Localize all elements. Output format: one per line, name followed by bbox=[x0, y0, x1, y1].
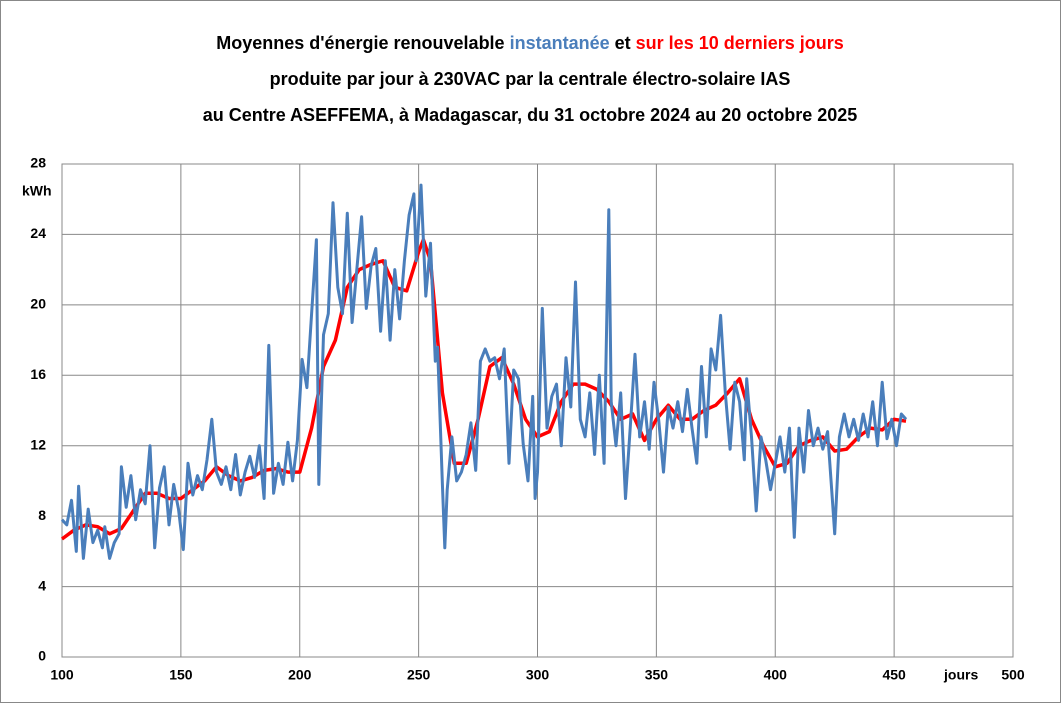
title-part: instantanée bbox=[510, 33, 610, 53]
y-tick-label: 12 bbox=[30, 436, 46, 452]
y-tick-label: 8 bbox=[38, 507, 46, 523]
title-part: et bbox=[615, 33, 631, 53]
subtitle: au Centre ASEFFEMA, à Madagascar, du 31 … bbox=[203, 105, 858, 125]
x-tick-label: 500 bbox=[1001, 667, 1025, 683]
x-tick-label: 300 bbox=[526, 667, 550, 683]
x-tick-label: 400 bbox=[764, 667, 788, 683]
x-axis-label: jours bbox=[943, 667, 978, 683]
x-tick-label: 100 bbox=[50, 667, 74, 683]
x-tick-label: 450 bbox=[882, 667, 906, 683]
y-tick-label: 20 bbox=[30, 296, 46, 312]
x-tick-label: 200 bbox=[288, 667, 312, 683]
x-tick-label: 150 bbox=[169, 667, 193, 683]
y-tick-label: 16 bbox=[30, 366, 46, 382]
y-axis-label: kWh bbox=[22, 183, 52, 199]
series-line bbox=[60, 183, 908, 560]
x-tick-label: 250 bbox=[407, 667, 431, 683]
y-tick-label: 24 bbox=[30, 225, 46, 241]
subtitle: produite par jour à 230VAC par la centra… bbox=[270, 69, 791, 89]
y-tick-label: 0 bbox=[38, 648, 46, 664]
title-part: sur les 10 derniers jours bbox=[636, 33, 844, 53]
y-tick-label: 4 bbox=[38, 577, 46, 593]
y-tick-label: 28 bbox=[30, 155, 46, 171]
title-part: Moyennes d'énergie renouvelable bbox=[216, 33, 504, 53]
x-tick-label: 350 bbox=[645, 667, 669, 683]
chart-title: Moyennes d'énergie renouvelable instanta… bbox=[216, 33, 844, 53]
